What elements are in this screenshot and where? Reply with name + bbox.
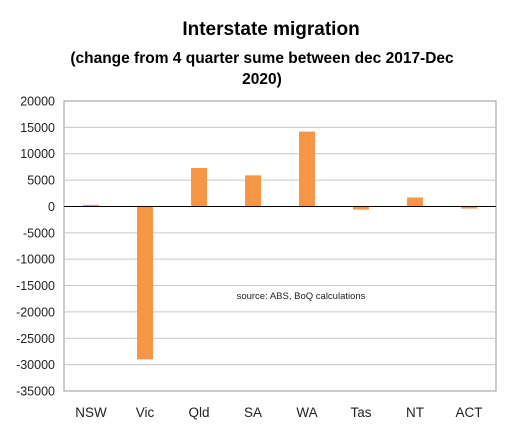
bar-sa	[245, 175, 261, 207]
y-tick-label: -5000	[23, 226, 55, 240]
y-tick-label: 0	[48, 200, 55, 214]
bar-qld	[191, 167, 207, 207]
x-tick-label: Vic	[136, 405, 155, 420]
plot-frame	[63, 100, 497, 392]
bar-layer	[83, 131, 477, 360]
bar-act	[461, 206, 477, 209]
chart-subtitle-line-1: (change from 4 quarter sume between dec …	[70, 50, 454, 67]
x-tick-label: WA	[296, 405, 317, 420]
y-tick-label: 10000	[20, 147, 55, 161]
x-axis-ticks: NSW Vic Qld SA WA Tas NT ACT	[75, 405, 482, 420]
x-tick-label: NT	[406, 405, 424, 420]
y-tick-label: 5000	[27, 174, 55, 188]
chart-subtitle-line-2: 2020)	[242, 71, 282, 88]
bar-nsw	[83, 204, 99, 207]
y-tick-label: -15000	[16, 279, 55, 293]
bar-tas	[353, 206, 369, 210]
y-tick-label: 20000	[20, 95, 55, 109]
y-tick-label: -10000	[16, 253, 55, 267]
bar-nt	[407, 197, 423, 207]
y-axis-ticks: 20000 15000 10000 5000 0 -5000 -10000 -15000 -20…	[16, 95, 55, 399]
bar-vic	[137, 206, 153, 360]
y-tick-label: -35000	[16, 385, 55, 399]
x-tick-label: SA	[244, 405, 262, 420]
source-annotation: source: ABS, BoQ calculations	[237, 291, 366, 302]
y-tick-label: -30000	[16, 358, 55, 372]
bar-wa	[299, 131, 315, 207]
chart-title: Interstate migration	[182, 19, 359, 40]
grid-layer	[64, 126, 496, 366]
y-tick-label: -25000	[16, 332, 55, 346]
y-tick-label: 15000	[20, 121, 55, 135]
x-tick-label: Qld	[188, 405, 209, 420]
x-tick-label: Tas	[350, 405, 371, 420]
x-tick-label: ACT	[456, 405, 483, 420]
x-tick-label: NSW	[75, 405, 107, 420]
y-tick-label: -20000	[16, 305, 55, 319]
